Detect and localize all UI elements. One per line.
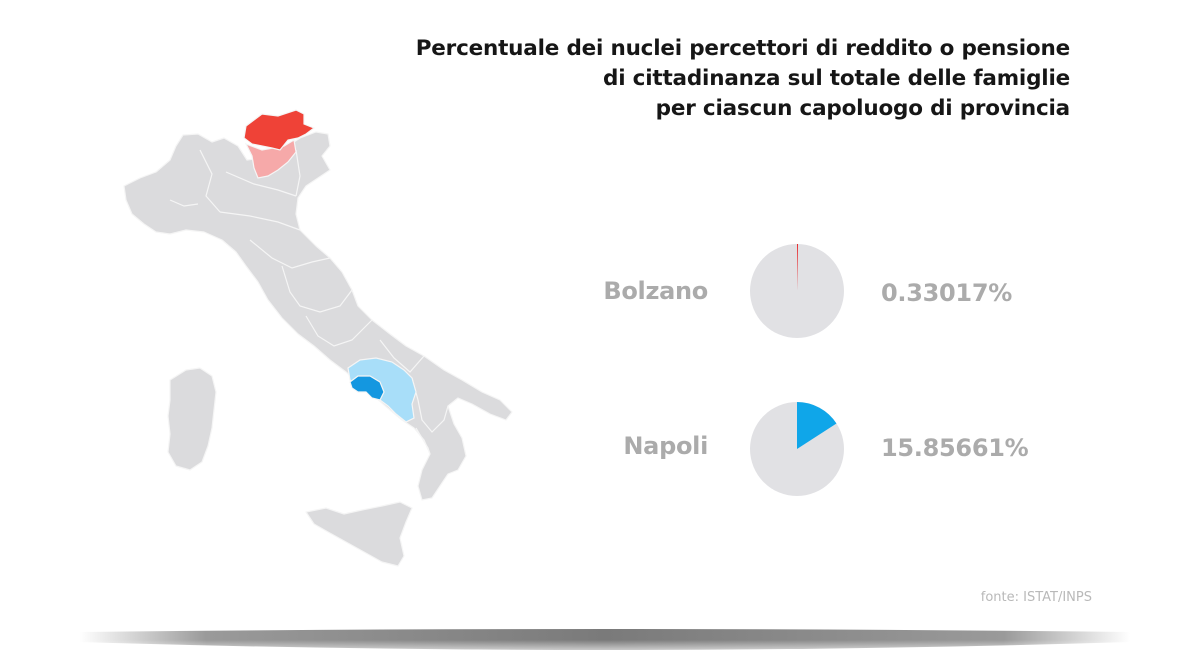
napoli-province	[349, 375, 385, 401]
source-note: fonte: ISTAT/INPS	[980, 590, 1092, 605]
mainland-shape	[123, 131, 513, 501]
border-11	[169, 199, 199, 207]
border-5	[249, 239, 331, 269]
napoli-pie-slice	[797, 402, 837, 449]
border-6	[281, 265, 353, 313]
chart-title: Percentuale dei nuclei percettori di red…	[310, 34, 1070, 124]
title-line-1: Percentuale dei nuclei percettori di red…	[415, 36, 1070, 61]
napoli-percentage: 15.85661%	[881, 434, 1029, 462]
border-8	[379, 339, 425, 373]
border-7	[305, 315, 373, 347]
sicily-shape	[305, 501, 413, 567]
napoli-label: Napoli	[623, 432, 708, 460]
border-3	[219, 211, 301, 231]
title-line-3: per ciascun capoluogo di provincia	[655, 96, 1071, 121]
border-2	[225, 171, 297, 197]
italy-base	[123, 131, 513, 567]
napoli-pie	[750, 402, 844, 496]
region-borders	[169, 149, 449, 455]
bolzano-province	[243, 109, 316, 151]
border-4	[295, 149, 301, 197]
border-10	[415, 427, 431, 455]
bottom-shadow-bar	[80, 629, 1130, 656]
italy-map	[123, 109, 513, 567]
bolzano-pie-slice	[797, 244, 798, 291]
sardinia-shape	[167, 367, 217, 471]
border-1	[199, 149, 221, 213]
bolzano-percentage: 0.33017%	[881, 279, 1012, 307]
bolzano-pie	[750, 244, 844, 338]
border-9	[411, 377, 449, 433]
bolzano-label: Bolzano	[603, 277, 708, 305]
title-line-2: di cittadinanza sul totale delle famigli…	[603, 66, 1070, 91]
